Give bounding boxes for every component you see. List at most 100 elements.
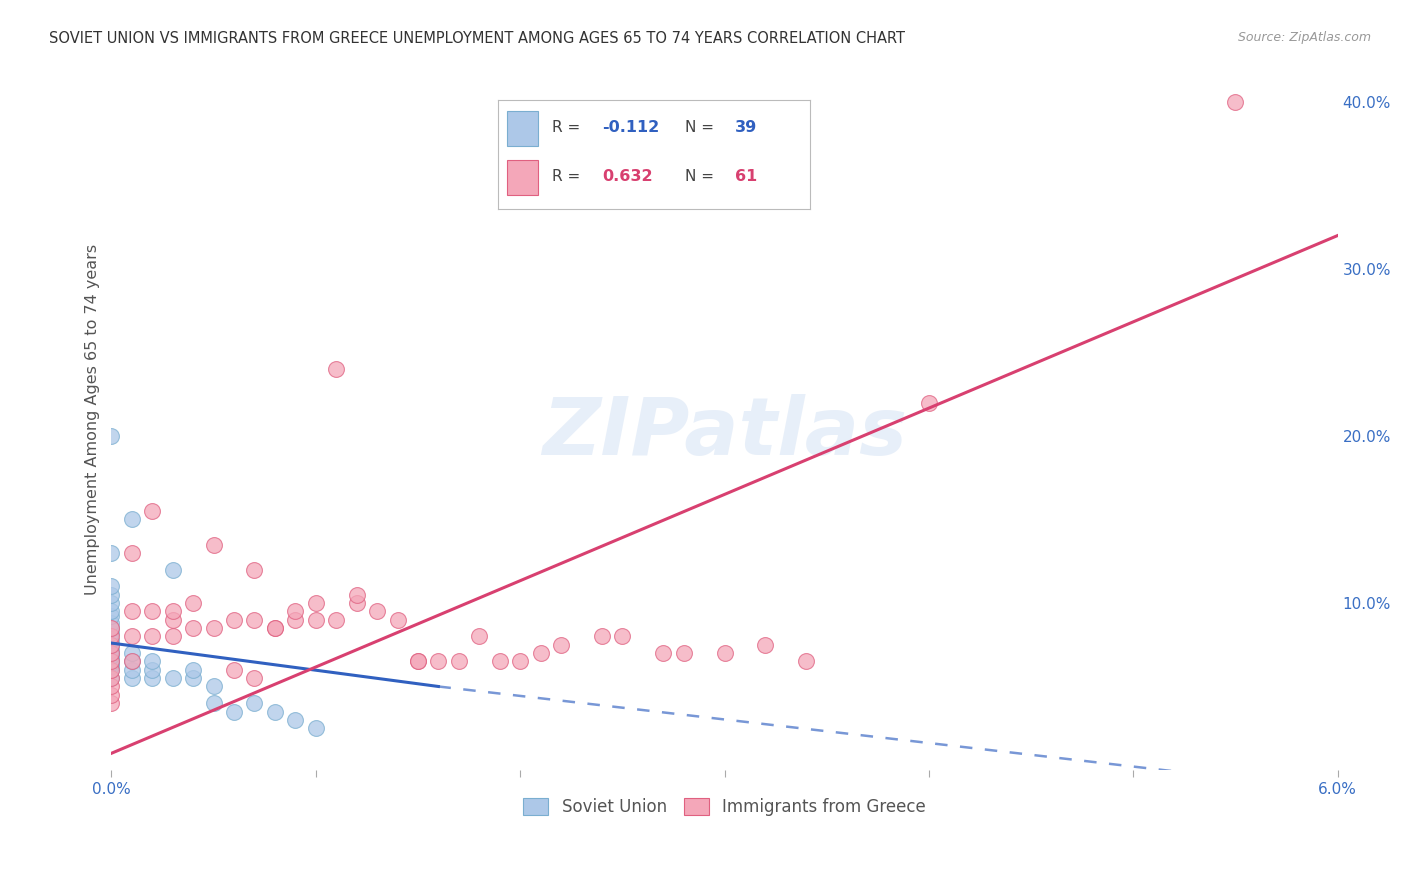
Point (284, 713, 307, 727)
Point (141, 655, 163, 669)
Point (713, 646, 735, 660)
Point (100, 596, 122, 610)
Point (550, 638, 572, 652)
Point (100, 688, 122, 702)
Text: ZIPatlas: ZIPatlas (543, 394, 907, 472)
Point (243, 563, 266, 577)
Point (346, 588, 368, 602)
Point (284, 604, 307, 618)
Point (141, 663, 163, 677)
Point (612, 629, 634, 643)
Point (918, 395, 941, 409)
Point (488, 655, 510, 669)
Point (141, 604, 163, 618)
Point (264, 621, 287, 635)
Point (100, 642, 122, 657)
Point (325, 613, 347, 627)
Point (222, 705, 245, 719)
Point (264, 621, 287, 635)
Point (264, 705, 287, 719)
Point (121, 655, 143, 669)
Point (100, 626, 122, 640)
Point (366, 604, 388, 618)
Point (100, 588, 122, 602)
Point (529, 646, 551, 660)
Point (243, 671, 266, 685)
Point (100, 546, 122, 560)
Point (243, 613, 266, 627)
Point (427, 655, 450, 669)
Point (100, 604, 122, 618)
Point (100, 429, 122, 443)
Point (100, 671, 122, 685)
Point (121, 646, 143, 660)
Point (591, 629, 613, 643)
Point (100, 653, 122, 667)
Point (121, 671, 143, 685)
Point (100, 629, 122, 643)
Point (100, 696, 122, 710)
Point (181, 621, 204, 635)
Point (305, 613, 328, 627)
Legend: Soviet Union, Immigrants from Greece: Soviet Union, Immigrants from Greece (515, 790, 934, 825)
Point (100, 615, 122, 630)
Point (652, 646, 675, 660)
Point (181, 663, 204, 677)
Point (162, 604, 184, 618)
Point (325, 362, 347, 376)
Point (100, 649, 122, 664)
Point (100, 663, 122, 677)
Point (346, 596, 368, 610)
Point (162, 671, 184, 685)
Point (406, 655, 429, 669)
Point (100, 638, 122, 652)
Point (672, 646, 695, 660)
Point (181, 671, 204, 685)
Point (121, 604, 143, 618)
Point (202, 621, 225, 635)
Point (509, 655, 531, 669)
Point (100, 632, 122, 647)
Point (121, 512, 143, 526)
Point (305, 596, 328, 610)
Point (100, 646, 122, 660)
Point (406, 655, 429, 669)
Point (162, 629, 184, 643)
Point (794, 655, 817, 669)
Point (284, 613, 307, 627)
Point (141, 671, 163, 685)
Point (754, 638, 776, 652)
Point (100, 579, 122, 593)
Point (100, 621, 122, 635)
Point (222, 663, 245, 677)
Point (202, 537, 225, 551)
Point (100, 655, 122, 669)
Point (100, 656, 122, 670)
Point (243, 696, 266, 710)
Text: Source: ZipAtlas.com: Source: ZipAtlas.com (1237, 31, 1371, 45)
Point (100, 663, 122, 677)
Point (121, 629, 143, 643)
Point (100, 621, 122, 635)
Point (387, 613, 409, 627)
Point (468, 629, 491, 643)
Y-axis label: Unemployment Among Ages 65 to 74 years: Unemployment Among Ages 65 to 74 years (86, 244, 100, 595)
Point (100, 680, 122, 694)
Point (141, 504, 163, 518)
Point (100, 609, 122, 624)
Point (100, 638, 122, 652)
Point (121, 546, 143, 560)
Point (1225, 95, 1247, 109)
Point (305, 721, 328, 735)
Point (121, 663, 143, 677)
Point (141, 629, 163, 643)
Point (100, 671, 122, 685)
Point (222, 613, 245, 627)
Text: SOVIET UNION VS IMMIGRANTS FROM GREECE UNEMPLOYMENT AMONG AGES 65 TO 74 YEARS CO: SOVIET UNION VS IMMIGRANTS FROM GREECE U… (49, 31, 905, 46)
Point (202, 696, 225, 710)
Point (100, 646, 122, 660)
Point (162, 613, 184, 627)
Point (100, 659, 122, 673)
Point (447, 655, 470, 669)
Point (162, 563, 184, 577)
